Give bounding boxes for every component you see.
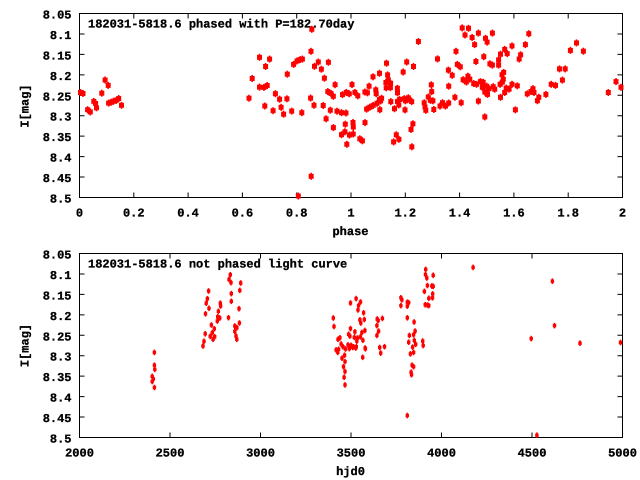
svg-text:I[mag]: I[mag] [19,84,33,127]
svg-text:8.05: 8.05 [43,249,72,263]
svg-text:8.4: 8.4 [50,392,72,406]
svg-text:8.2: 8.2 [50,310,72,324]
svg-text:5000: 5000 [608,447,637,461]
svg-text:8.5: 8.5 [50,193,72,207]
svg-text:8.5: 8.5 [50,433,72,447]
svg-text:1.6: 1.6 [503,207,525,221]
svg-text:0.2: 0.2 [123,207,145,221]
svg-text:0.6: 0.6 [232,207,254,221]
svg-text:4000: 4000 [427,447,456,461]
svg-text:8.35: 8.35 [43,131,72,145]
svg-text:1.8: 1.8 [557,207,579,221]
svg-text:2000: 2000 [65,447,94,461]
svg-text:8.1: 8.1 [50,29,72,43]
svg-text:8.3: 8.3 [50,111,72,125]
svg-text:182031-5818.6 phased with P=18: 182031-5818.6 phased with P=182.70day [88,18,354,32]
svg-text:0: 0 [76,207,83,221]
svg-text:8.25: 8.25 [43,90,72,104]
svg-text:3000: 3000 [246,447,275,461]
svg-text:182031-5818.6 not phased light: 182031-5818.6 not phased light curve [88,258,347,272]
svg-text:1.2: 1.2 [394,207,416,221]
svg-text:8.3: 8.3 [50,351,72,365]
svg-text:4500: 4500 [518,447,547,461]
svg-text:I[mag]: I[mag] [19,324,33,367]
svg-text:3500: 3500 [337,447,366,461]
svg-text:1: 1 [347,207,354,221]
svg-text:8.2: 8.2 [50,70,72,84]
svg-text:phase: phase [332,225,368,239]
svg-text:hjd0: hjd0 [336,465,365,479]
svg-text:8.1: 8.1 [50,269,72,283]
svg-text:8.35: 8.35 [43,371,72,385]
svg-text:2500: 2500 [156,447,185,461]
svg-text:8.4: 8.4 [50,152,72,166]
svg-text:8.15: 8.15 [43,49,72,63]
svg-text:8.25: 8.25 [43,330,72,344]
svg-text:8.45: 8.45 [43,172,72,186]
svg-text:8.45: 8.45 [43,412,72,426]
svg-text:2: 2 [619,207,626,221]
svg-text:0.8: 0.8 [286,207,308,221]
svg-text:8.15: 8.15 [43,289,72,303]
svg-text:8.05: 8.05 [43,9,72,23]
svg-text:0.4: 0.4 [177,207,199,221]
svg-text:1.4: 1.4 [449,207,471,221]
